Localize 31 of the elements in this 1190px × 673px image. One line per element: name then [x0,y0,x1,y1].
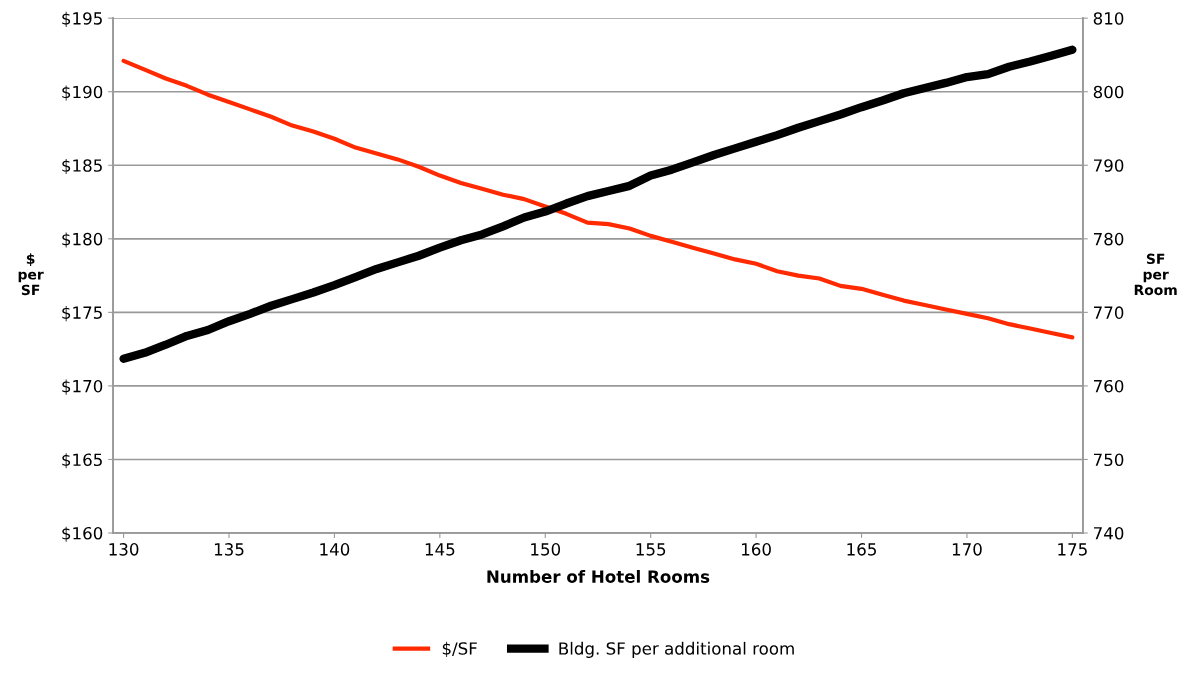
y-tick-label: $185 [62,158,102,175]
y-tick-label: $175 [62,306,102,322]
y-tick-label: $160 [62,526,103,542]
y2-tick-label: 810 [1093,12,1124,25]
x-tick-label: 165 [847,543,876,556]
y2-tick-label: 740 [1093,526,1124,540]
y-tick-label: $180 [62,232,103,248]
legend-label: Bldg. SF per additional room [559,641,794,658]
y2-tick-label: 790 [1093,159,1124,172]
y-axis-title: $ per SF [18,253,44,296]
x-tick-label: 175 [1058,543,1087,556]
y-tick-label: $165 [62,453,102,469]
x-tick-label: 130 [109,543,139,556]
y2-tick-label: 780 [1093,232,1124,246]
y-tick-label: $190 [62,85,103,101]
x-tick-label: 160 [742,543,771,556]
y2-tick-label: 750 [1093,453,1124,467]
y2-tick-label: 770 [1093,306,1124,319]
x-tick-label: 140 [320,543,350,556]
legend-label: $/SF [442,641,477,657]
y-tick-label: $170 [62,379,103,395]
x-tick-label: 170 [952,543,982,556]
y-tick-label: $195 [62,11,102,27]
x-tick-label: 135 [214,543,244,556]
y2-tick-label: 760 [1093,379,1124,393]
x-tick-label: 155 [636,543,666,556]
x-axis-title: Number of Hotel Rooms [487,569,710,583]
y2-axis-title: SF per Room [1134,253,1177,296]
y2-tick-label: 800 [1093,85,1124,99]
x-tick-label: 150 [531,543,561,556]
x-tick-label: 145 [425,543,455,556]
